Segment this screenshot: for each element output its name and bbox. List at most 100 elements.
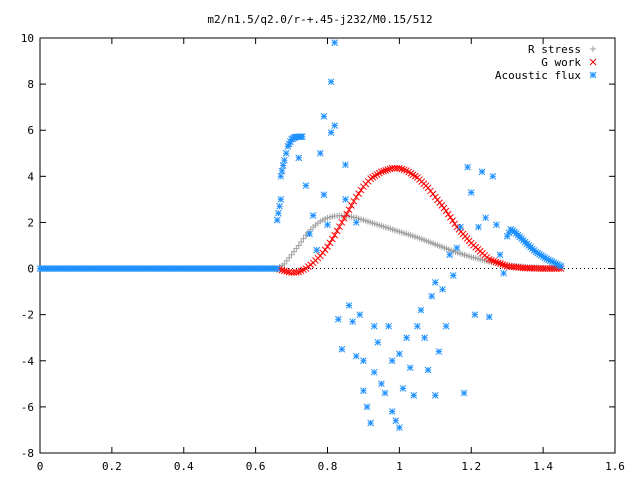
data-point bbox=[273, 265, 281, 272]
data-point bbox=[295, 242, 302, 249]
y-tick-label: -8 bbox=[21, 447, 34, 460]
data-point bbox=[331, 39, 339, 46]
marker-stroke bbox=[331, 231, 339, 239]
marker-stroke bbox=[500, 269, 507, 277]
legend-label: R stress bbox=[528, 43, 581, 56]
data-point bbox=[449, 272, 457, 279]
y-tick-label: 6 bbox=[27, 124, 34, 137]
data-point bbox=[295, 154, 303, 162]
data-point bbox=[333, 227, 341, 235]
marker-stroke bbox=[276, 202, 283, 210]
marker-stroke bbox=[313, 246, 321, 254]
marker-stroke bbox=[302, 182, 310, 189]
data-point bbox=[331, 122, 339, 129]
data-point bbox=[467, 189, 475, 196]
marker-stroke bbox=[352, 219, 360, 226]
data-point bbox=[392, 417, 400, 425]
data-point bbox=[320, 191, 328, 199]
marker-stroke bbox=[400, 166, 408, 174]
data-point bbox=[293, 245, 300, 252]
data-point bbox=[399, 385, 407, 392]
marker-stroke bbox=[357, 186, 365, 194]
data-point bbox=[324, 221, 331, 229]
marker-stroke bbox=[557, 262, 565, 270]
marker-stroke bbox=[449, 217, 456, 224]
data-point bbox=[446, 251, 454, 259]
marker-stroke bbox=[464, 163, 472, 171]
marker-stroke bbox=[336, 223, 343, 231]
marker-stroke bbox=[327, 129, 335, 136]
data-point bbox=[413, 322, 421, 330]
data-point bbox=[457, 223, 464, 231]
marker-stroke bbox=[360, 387, 367, 395]
marker-stroke bbox=[388, 164, 396, 172]
data-point bbox=[421, 334, 428, 342]
legend-marker bbox=[590, 46, 596, 52]
marker-stroke bbox=[403, 167, 410, 174]
data-point bbox=[355, 190, 362, 197]
marker-stroke bbox=[328, 235, 336, 243]
data-point bbox=[478, 168, 486, 176]
data-point bbox=[360, 357, 367, 365]
marker-stroke bbox=[374, 338, 382, 346]
data-point bbox=[497, 260, 504, 268]
data-point bbox=[500, 269, 507, 277]
data-point bbox=[431, 279, 439, 286]
marker-stroke bbox=[352, 193, 360, 201]
marker-stroke bbox=[306, 230, 313, 238]
marker-stroke bbox=[298, 133, 306, 141]
chart-axes: 0 0.2 0.4 0.6 0.8 1 1.2 1.4 1.6 -8 -6 -4 -2 0 2 4 6 8 10 bbox=[21, 32, 625, 473]
marker-stroke bbox=[493, 221, 500, 229]
data-point bbox=[557, 262, 565, 270]
data-point bbox=[281, 156, 288, 164]
marker-stroke bbox=[370, 368, 378, 376]
marker-stroke bbox=[460, 389, 468, 397]
data-point bbox=[298, 239, 305, 246]
data-point bbox=[460, 389, 468, 397]
marker-stroke bbox=[316, 149, 324, 157]
y-tick-label: 4 bbox=[27, 170, 34, 183]
marker-stroke bbox=[453, 244, 461, 252]
data-point bbox=[453, 244, 461, 252]
marker-stroke bbox=[283, 268, 291, 275]
data-point bbox=[276, 202, 283, 210]
marker-stroke bbox=[340, 214, 348, 222]
data-point bbox=[382, 166, 390, 174]
data-point bbox=[338, 219, 346, 226]
marker-stroke bbox=[333, 227, 341, 235]
data-point bbox=[378, 380, 385, 388]
data-point bbox=[499, 261, 507, 268]
marker-stroke bbox=[478, 168, 486, 176]
marker-stroke bbox=[403, 334, 410, 342]
data-point bbox=[283, 268, 291, 275]
marker-stroke bbox=[439, 285, 446, 293]
data-point bbox=[313, 246, 321, 254]
marker-stroke bbox=[320, 191, 328, 199]
data-point bbox=[277, 196, 285, 203]
data-point bbox=[349, 318, 357, 325]
marker-stroke bbox=[382, 166, 390, 174]
data-point bbox=[492, 258, 500, 266]
marker-stroke bbox=[281, 267, 288, 275]
data-point bbox=[348, 202, 355, 209]
marker-stroke bbox=[428, 292, 436, 300]
data-point bbox=[428, 292, 436, 300]
legend-label: G work bbox=[541, 56, 581, 69]
data-point bbox=[464, 163, 472, 171]
marker-stroke bbox=[381, 389, 389, 397]
chart-marks bbox=[36, 39, 565, 431]
y-tick-label: -4 bbox=[21, 355, 35, 368]
marker-stroke bbox=[348, 202, 355, 209]
marker-stroke bbox=[380, 167, 387, 175]
data-point bbox=[388, 408, 396, 415]
data-point bbox=[424, 366, 432, 374]
marker-stroke bbox=[467, 189, 475, 196]
marker-stroke bbox=[388, 357, 396, 365]
data-point bbox=[442, 322, 450, 330]
marker-stroke bbox=[485, 313, 493, 321]
marker-stroke bbox=[386, 165, 394, 173]
marker-stroke bbox=[331, 39, 339, 46]
data-point bbox=[316, 149, 324, 157]
